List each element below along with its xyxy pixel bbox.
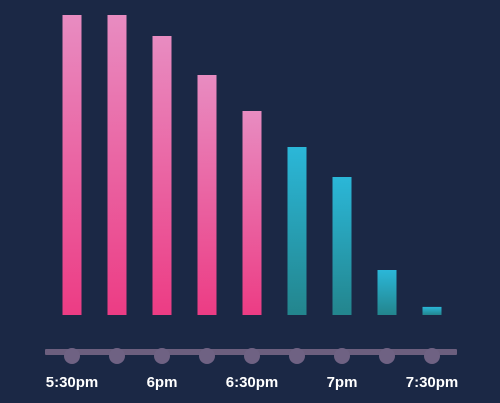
axis-dot-5-30pm — [64, 348, 80, 364]
x-axis — [45, 348, 457, 364]
x-tick-label: 5:30pm — [46, 374, 99, 391]
x-tick-label: 6pm — [147, 374, 178, 391]
bar-6-30pm — [242, 111, 262, 315]
bar-6pm — [152, 36, 172, 315]
bar-5-30pm — [62, 15, 82, 315]
x-tick-labels: 5:30pm 6pm 6:30pm 7pm 7:30pm — [46, 374, 459, 391]
axis-dot-5-45pm — [109, 348, 125, 364]
axis-dot-6-15pm — [199, 348, 215, 364]
bar-7-15pm — [377, 270, 397, 315]
x-tick-label: 6:30pm — [226, 374, 279, 391]
axis-dot-7-15pm — [379, 348, 395, 364]
bar-7-30pm — [422, 306, 442, 315]
axis-dot-6-30pm — [244, 348, 260, 364]
x-tick-label: 7:30pm — [406, 374, 459, 391]
bar-6-15pm — [197, 75, 217, 315]
x-tick-label: 7pm — [327, 374, 358, 391]
axis-dot-7-30pm — [424, 348, 440, 364]
bars-group — [62, 15, 442, 315]
axis-dot-7pm — [334, 348, 350, 364]
bar-7pm — [332, 177, 352, 315]
axis-dot-6pm — [154, 348, 170, 364]
axis-dot-6-45pm — [289, 348, 305, 364]
bar-5-45pm — [107, 15, 127, 315]
bar-6-45pm — [287, 147, 307, 315]
